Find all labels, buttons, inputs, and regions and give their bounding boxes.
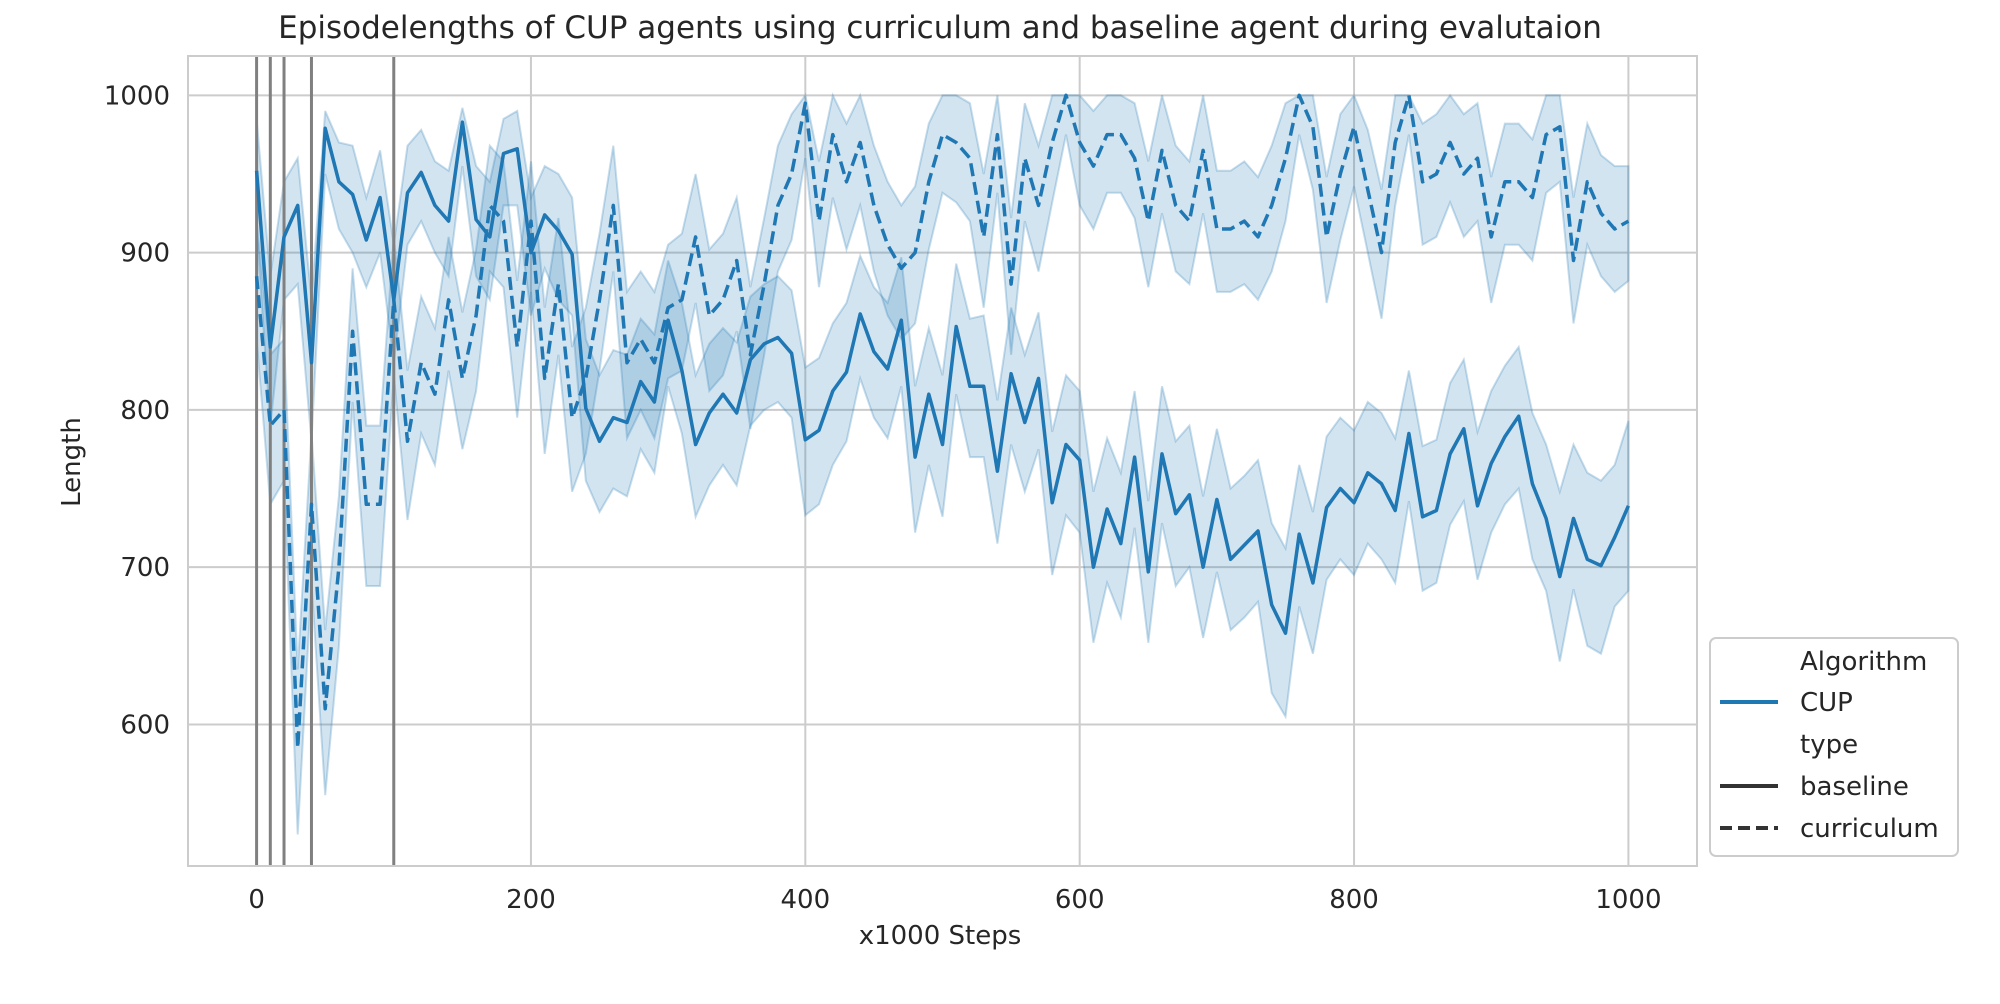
x-tick-label: 600 [1055, 885, 1105, 915]
x-tick-label: 1000 [1595, 885, 1661, 915]
series-line-curriculum [254, 93, 1630, 750]
legend-label-curriculum: curriculum [1800, 814, 1939, 844]
legend-hue-title: Algorithm [1800, 647, 1927, 677]
y-tick-label: 800 [120, 396, 170, 426]
confidence-band-baseline [255, 107, 1630, 720]
confidence-band-curriculum [255, 92, 1630, 835]
x-axis-label: x1000 Steps [859, 921, 1022, 951]
y-tick-label: 1000 [104, 81, 170, 111]
plot-frame [187, 55, 1698, 867]
legend-label-cup: CUP [1800, 688, 1853, 718]
x-tick-label: 200 [506, 885, 556, 915]
y-tick-label: 700 [120, 553, 170, 583]
chart-title: Episodelengths of CUP agents using curri… [278, 10, 1602, 46]
x-tick-label: 0 [248, 885, 265, 915]
legend-frame [1709, 637, 1959, 857]
legend-style-title: type [1800, 730, 1858, 760]
y-tick-label: 600 [120, 710, 170, 740]
legend-label-baseline: baseline [1800, 772, 1909, 802]
y-tick-label: 900 [120, 239, 170, 269]
legend: Algorithm CUP type baseline curriculum [1709, 637, 1959, 857]
x-tick-label: 800 [1329, 885, 1379, 915]
x-tick-label: 400 [780, 885, 830, 915]
y-axis-label: Length [57, 417, 87, 507]
